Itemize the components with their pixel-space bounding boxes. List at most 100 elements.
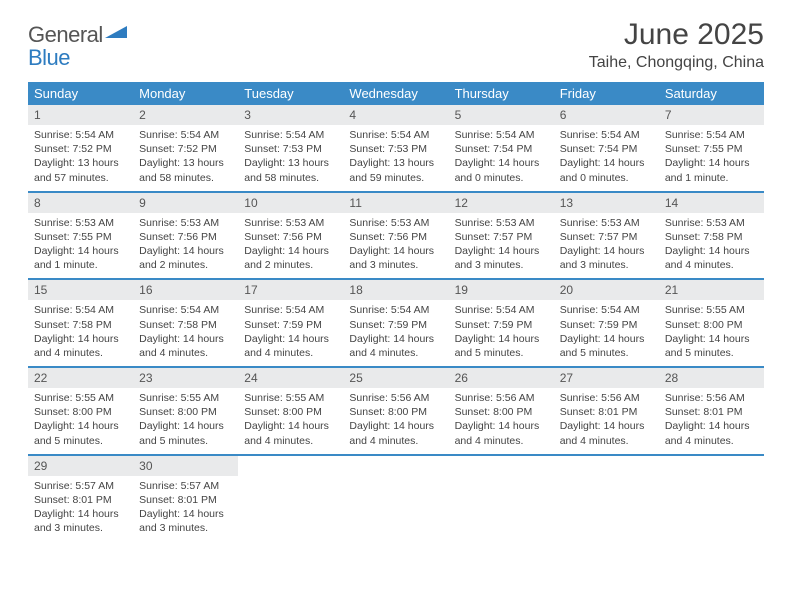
day-number: 26 — [449, 368, 554, 388]
sunrise-text: Sunrise: 5:55 AM — [139, 391, 232, 405]
day-cell: 5Sunrise: 5:54 AMSunset: 7:54 PMDaylight… — [449, 105, 554, 191]
sunrise-text: Sunrise: 5:57 AM — [34, 479, 127, 493]
daylight-text: Daylight: 13 hours and 58 minutes. — [139, 156, 232, 184]
daylight-text: Daylight: 13 hours and 58 minutes. — [244, 156, 337, 184]
sunrise-text: Sunrise: 5:53 AM — [665, 216, 758, 230]
daylight-text: Daylight: 14 hours and 4 minutes. — [455, 419, 548, 447]
day-cell: 7Sunrise: 5:54 AMSunset: 7:55 PMDaylight… — [659, 105, 764, 191]
sunrise-text: Sunrise: 5:54 AM — [34, 303, 127, 317]
day-cell: 13Sunrise: 5:53 AMSunset: 7:57 PMDayligh… — [554, 193, 659, 279]
day-number: 22 — [28, 368, 133, 388]
day-cell: 28Sunrise: 5:56 AMSunset: 8:01 PMDayligh… — [659, 368, 764, 454]
day-header: Sunday — [28, 82, 133, 105]
day-body: Sunrise: 5:53 AMSunset: 7:55 PMDaylight:… — [28, 213, 133, 279]
day-body: Sunrise: 5:54 AMSunset: 7:53 PMDaylight:… — [343, 125, 448, 191]
week-row: 8Sunrise: 5:53 AMSunset: 7:55 PMDaylight… — [28, 193, 764, 281]
day-number: 4 — [343, 105, 448, 125]
day-header-row: Sunday Monday Tuesday Wednesday Thursday… — [28, 82, 764, 105]
day-header: Saturday — [659, 82, 764, 105]
day-number: 5 — [449, 105, 554, 125]
sunrise-text: Sunrise: 5:54 AM — [34, 128, 127, 142]
daylight-text: Daylight: 14 hours and 3 minutes. — [139, 507, 232, 535]
sunrise-text: Sunrise: 5:55 AM — [244, 391, 337, 405]
sunrise-text: Sunrise: 5:57 AM — [139, 479, 232, 493]
day-body: Sunrise: 5:54 AMSunset: 7:58 PMDaylight:… — [133, 300, 238, 366]
sunrise-text: Sunrise: 5:56 AM — [665, 391, 758, 405]
daylight-text: Daylight: 13 hours and 59 minutes. — [349, 156, 442, 184]
day-body: Sunrise: 5:56 AMSunset: 8:01 PMDaylight:… — [554, 388, 659, 454]
day-cell: 8Sunrise: 5:53 AMSunset: 7:55 PMDaylight… — [28, 193, 133, 279]
daylight-text: Daylight: 14 hours and 3 minutes. — [349, 244, 442, 272]
sunrise-text: Sunrise: 5:53 AM — [455, 216, 548, 230]
day-body: Sunrise: 5:57 AMSunset: 8:01 PMDaylight:… — [133, 476, 238, 542]
day-body: Sunrise: 5:53 AMSunset: 7:56 PMDaylight:… — [238, 213, 343, 279]
daylight-text: Daylight: 14 hours and 4 minutes. — [244, 332, 337, 360]
day-cell: 3Sunrise: 5:54 AMSunset: 7:53 PMDaylight… — [238, 105, 343, 191]
day-cell: 22Sunrise: 5:55 AMSunset: 8:00 PMDayligh… — [28, 368, 133, 454]
daylight-text: Daylight: 14 hours and 0 minutes. — [455, 156, 548, 184]
day-cell: 4Sunrise: 5:54 AMSunset: 7:53 PMDaylight… — [343, 105, 448, 191]
title-block: June 2025 Taihe, Chongqing, China — [589, 18, 764, 72]
week-row: 1Sunrise: 5:54 AMSunset: 7:52 PMDaylight… — [28, 105, 764, 193]
sunset-text: Sunset: 7:59 PM — [349, 318, 442, 332]
day-body: Sunrise: 5:53 AMSunset: 7:56 PMDaylight:… — [343, 213, 448, 279]
day-number: 13 — [554, 193, 659, 213]
day-body: Sunrise: 5:56 AMSunset: 8:00 PMDaylight:… — [343, 388, 448, 454]
sunrise-text: Sunrise: 5:54 AM — [349, 128, 442, 142]
location: Taihe, Chongqing, China — [589, 54, 764, 72]
logo-text-a: General — [28, 22, 103, 47]
sunrise-text: Sunrise: 5:53 AM — [244, 216, 337, 230]
day-cell: 23Sunrise: 5:55 AMSunset: 8:00 PMDayligh… — [133, 368, 238, 454]
calendar: Sunday Monday Tuesday Wednesday Thursday… — [28, 82, 764, 541]
sunset-text: Sunset: 7:52 PM — [34, 142, 127, 156]
sunset-text: Sunset: 7:53 PM — [244, 142, 337, 156]
day-cell — [449, 456, 554, 542]
daylight-text: Daylight: 14 hours and 5 minutes. — [560, 332, 653, 360]
day-number: 24 — [238, 368, 343, 388]
daylight-text: Daylight: 14 hours and 2 minutes. — [139, 244, 232, 272]
daylight-text: Daylight: 14 hours and 4 minutes. — [34, 332, 127, 360]
day-body: Sunrise: 5:57 AMSunset: 8:01 PMDaylight:… — [28, 476, 133, 542]
sunrise-text: Sunrise: 5:53 AM — [560, 216, 653, 230]
month-title: June 2025 — [589, 18, 764, 52]
sunset-text: Sunset: 7:58 PM — [665, 230, 758, 244]
day-cell: 9Sunrise: 5:53 AMSunset: 7:56 PMDaylight… — [133, 193, 238, 279]
day-number: 15 — [28, 280, 133, 300]
sunset-text: Sunset: 8:01 PM — [665, 405, 758, 419]
sunset-text: Sunset: 7:52 PM — [139, 142, 232, 156]
day-cell: 14Sunrise: 5:53 AMSunset: 7:58 PMDayligh… — [659, 193, 764, 279]
sunset-text: Sunset: 7:53 PM — [349, 142, 442, 156]
sunset-text: Sunset: 7:54 PM — [455, 142, 548, 156]
day-cell: 10Sunrise: 5:53 AMSunset: 7:56 PMDayligh… — [238, 193, 343, 279]
sunset-text: Sunset: 7:54 PM — [560, 142, 653, 156]
day-cell: 27Sunrise: 5:56 AMSunset: 8:01 PMDayligh… — [554, 368, 659, 454]
day-body: Sunrise: 5:53 AMSunset: 7:56 PMDaylight:… — [133, 213, 238, 279]
sunset-text: Sunset: 8:00 PM — [244, 405, 337, 419]
day-cell: 20Sunrise: 5:54 AMSunset: 7:59 PMDayligh… — [554, 280, 659, 366]
day-cell: 16Sunrise: 5:54 AMSunset: 7:58 PMDayligh… — [133, 280, 238, 366]
sunrise-text: Sunrise: 5:54 AM — [139, 128, 232, 142]
day-body: Sunrise: 5:53 AMSunset: 7:57 PMDaylight:… — [554, 213, 659, 279]
daylight-text: Daylight: 13 hours and 57 minutes. — [34, 156, 127, 184]
day-cell: 15Sunrise: 5:54 AMSunset: 7:58 PMDayligh… — [28, 280, 133, 366]
day-number: 14 — [659, 193, 764, 213]
day-cell: 17Sunrise: 5:54 AMSunset: 7:59 PMDayligh… — [238, 280, 343, 366]
daylight-text: Daylight: 14 hours and 2 minutes. — [244, 244, 337, 272]
day-number: 29 — [28, 456, 133, 476]
day-number: 27 — [554, 368, 659, 388]
day-cell: 26Sunrise: 5:56 AMSunset: 8:00 PMDayligh… — [449, 368, 554, 454]
day-body: Sunrise: 5:54 AMSunset: 7:52 PMDaylight:… — [133, 125, 238, 191]
sunrise-text: Sunrise: 5:54 AM — [139, 303, 232, 317]
day-body: Sunrise: 5:55 AMSunset: 8:00 PMDaylight:… — [133, 388, 238, 454]
daylight-text: Daylight: 14 hours and 4 minutes. — [349, 419, 442, 447]
sunset-text: Sunset: 8:00 PM — [34, 405, 127, 419]
sunset-text: Sunset: 8:01 PM — [34, 493, 127, 507]
sunset-text: Sunset: 7:59 PM — [560, 318, 653, 332]
day-number: 17 — [238, 280, 343, 300]
sunrise-text: Sunrise: 5:53 AM — [139, 216, 232, 230]
day-number: 7 — [659, 105, 764, 125]
day-cell: 30Sunrise: 5:57 AMSunset: 8:01 PMDayligh… — [133, 456, 238, 542]
day-body: Sunrise: 5:53 AMSunset: 7:58 PMDaylight:… — [659, 213, 764, 279]
sunset-text: Sunset: 8:00 PM — [139, 405, 232, 419]
sunset-text: Sunset: 7:59 PM — [244, 318, 337, 332]
